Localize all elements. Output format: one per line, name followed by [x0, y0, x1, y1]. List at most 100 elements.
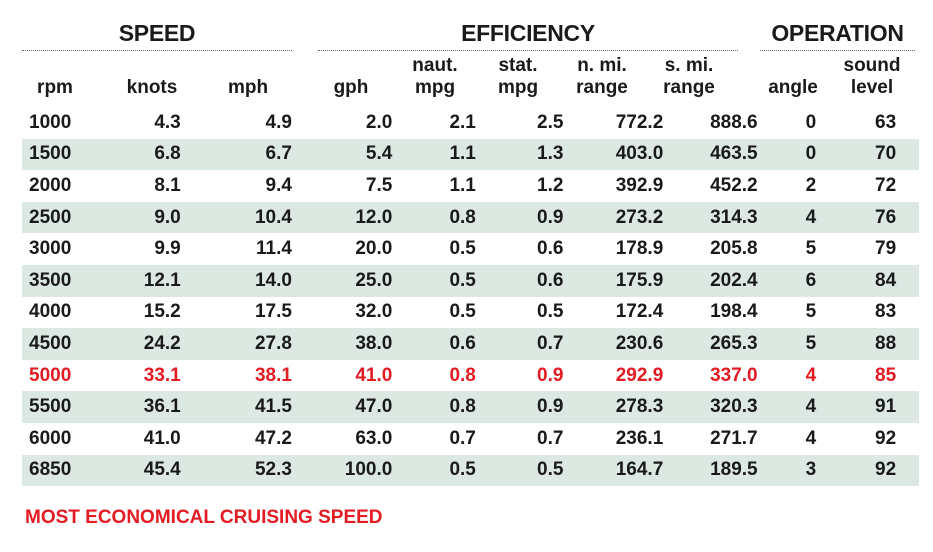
table-cell: 0.6 — [406, 328, 494, 360]
group-title-operation: OPERATION — [771, 20, 904, 46]
table-cell: 6850 — [22, 454, 100, 487]
column-header-line2: angle — [768, 77, 818, 98]
table-cell: 3 — [773, 454, 849, 487]
column-header-line1: stat. — [498, 55, 538, 76]
table-row: 6000 41.0 47.2 63.0 0.7 0.7 236.1 271.7 4 92 — [22, 423, 919, 455]
table-cell: 0 — [773, 138, 849, 171]
table-cell: 0.7 — [449, 427, 476, 449]
column-header-line1: sound — [843, 55, 901, 76]
table-cell: 202.4 — [681, 264, 774, 297]
table-cell: 172.4 — [615, 301, 664, 323]
table-cell: 265.3 — [681, 328, 774, 360]
column-header: gph — [306, 77, 396, 99]
table-cell: 36.1 — [99, 391, 211, 423]
table-cell: 52.3 — [210, 454, 322, 487]
table-cell: 11.4 — [256, 238, 292, 260]
table-cell: 0.7 — [537, 427, 564, 449]
footnote: MOST ECONOMICAL CRUISING SPEED — [25, 507, 383, 528]
table-cell: 1.1 — [406, 138, 494, 171]
table-cell: 9.0 — [99, 201, 211, 234]
column-header-line2: gph — [333, 77, 369, 98]
table-cell: 3000 — [29, 238, 72, 260]
table-cell: 5 — [805, 238, 817, 260]
column-header: angle — [748, 77, 838, 99]
table-cell: 0.5 — [449, 301, 476, 323]
table-cell: 6.7 — [210, 138, 322, 171]
table-cell: 1.1 — [449, 174, 476, 196]
group-rule-speed — [22, 50, 292, 51]
table-cell: 41.5 — [210, 391, 322, 423]
table-cell: 6.8 — [99, 138, 211, 171]
table-cell: 14.0 — [210, 264, 322, 297]
column-header: rpm — [10, 77, 100, 99]
table-cell: 83 — [875, 301, 897, 323]
table-row: 2000 8.1 9.4 7.5 1.1 1.2 392.9 452.2 2 72 — [22, 170, 919, 202]
table-cell: 0.9 — [493, 391, 586, 423]
table-row: 6850 45.4 52.3 100.0 0.5 0.5 164.7 189.5 3 92 — [22, 454, 919, 487]
table-cell: 70 — [848, 138, 919, 171]
table-cell: 25.0 — [321, 264, 407, 297]
table-cell: 47.2 — [254, 427, 292, 449]
table-cell: 72 — [875, 174, 897, 196]
table-cell: 2.0 — [365, 111, 393, 133]
table-cell: 45.4 — [99, 454, 211, 487]
table-cell: 6 — [773, 264, 849, 297]
table-cell: 79 — [875, 238, 897, 260]
table-cell: 0.5 — [493, 454, 586, 487]
table-cell: 452.2 — [710, 174, 758, 196]
table-cell: 15.2 — [143, 301, 181, 323]
table-cell: 271.7 — [710, 427, 758, 449]
table-row: 3500 12.1 14.0 25.0 0.5 0.6 175.9 202.4 6 84 — [22, 264, 919, 297]
table-cell: 4 — [805, 427, 817, 449]
table-cell: 3500 — [22, 264, 100, 297]
table-cell: 292.9 — [615, 364, 664, 386]
table-cell: 0 — [805, 111, 817, 133]
column-header-line1: naut. — [412, 55, 458, 76]
table-cell: 47.0 — [321, 391, 407, 423]
table-cell: 76 — [848, 201, 919, 234]
table-cell: 888.6 — [710, 111, 758, 133]
table-cell: 178.9 — [615, 238, 664, 260]
table-cell: 314.3 — [681, 201, 774, 234]
table-cell: 92 — [848, 454, 919, 487]
table-row: 1000 4.3 4.9 2.0 2.1 2.5 772.2 888.6 0 63 — [22, 107, 919, 139]
column-header-line2: knots — [126, 77, 178, 98]
column-header-line1: s. mi. — [664, 55, 714, 76]
table-cell: 0.8 — [406, 201, 494, 234]
table-cell: 230.6 — [585, 328, 682, 360]
table-cell: 2000 — [29, 174, 72, 196]
table-cell: 85 — [875, 364, 897, 386]
column-header: naut. mpg — [390, 55, 480, 99]
table-cell: 0.6 — [537, 238, 564, 260]
table-cell: 0.9 — [493, 201, 586, 234]
table-cell: 4 — [773, 391, 849, 423]
table-cell: 5 — [773, 328, 849, 360]
table-cell: 9.4 — [265, 174, 292, 196]
table-cell: 278.3 — [585, 391, 682, 423]
table-cell: 1.2 — [537, 174, 564, 196]
table-cell: 4.3 — [154, 111, 181, 133]
table-cell: 9.9 — [154, 238, 181, 260]
table-cell: 0.5 — [449, 238, 476, 260]
table-cell: 189.5 — [681, 454, 774, 487]
column-header: knots — [107, 77, 197, 99]
table-cell: 175.9 — [585, 264, 682, 297]
table-cell: 0.9 — [537, 364, 564, 386]
group-rule-efficiency — [318, 50, 738, 51]
table-row: 5500 36.1 41.5 47.0 0.8 0.9 278.3 320.3 4 91 — [22, 391, 919, 423]
column-header: n. mi. range — [557, 55, 647, 99]
table-cell: 10.4 — [210, 201, 322, 234]
table-cell: 20.0 — [355, 238, 393, 260]
column-header-line1: n. mi. — [577, 55, 627, 76]
table-cell: 1500 — [22, 138, 100, 171]
column-header: s. mi. range — [644, 55, 734, 99]
table-row: 4500 24.2 27.8 38.0 0.6 0.7 230.6 265.3 5 88 — [22, 328, 919, 360]
table-cell: 0.5 — [537, 301, 564, 323]
table-cell: 63 — [875, 111, 897, 133]
table-cell: 403.0 — [585, 138, 682, 171]
group-title-speed: SPEED — [118, 20, 196, 46]
table-row: 4000 15.2 17.5 32.0 0.5 0.5 172.4 198.4 5 83 — [22, 297, 919, 329]
table-cell: 1.3 — [493, 138, 586, 171]
table-cell: 0.7 — [493, 328, 586, 360]
table-cell: 4.9 — [265, 111, 292, 133]
